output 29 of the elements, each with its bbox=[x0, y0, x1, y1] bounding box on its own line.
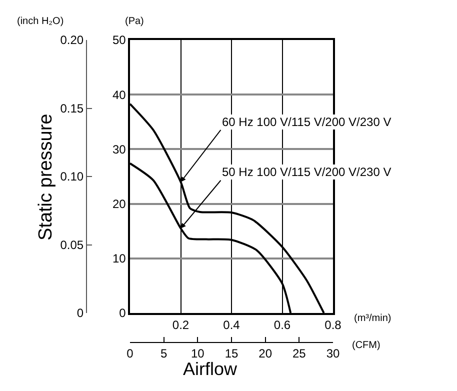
x-tick-label: 0.4 bbox=[223, 318, 240, 332]
y2-tick-label: 0.10 bbox=[60, 170, 84, 184]
x-tick-label: 0.2 bbox=[172, 318, 190, 332]
annotation: 50 Hz 100 V/115 V/200 V/230 V bbox=[222, 165, 392, 179]
y-tick-label: 30 bbox=[112, 142, 126, 156]
x-tick-label: 0.8 bbox=[324, 318, 342, 332]
x2-tick-label: 20 bbox=[258, 346, 272, 360]
x2-axis-title: (CFM) bbox=[352, 340, 380, 351]
x2-tick-label: 15 bbox=[224, 346, 238, 360]
y-tick-label: 10 bbox=[112, 252, 126, 266]
annotation: 60 Hz 100 V/115 V/200 V/230 V bbox=[222, 115, 392, 129]
y-tick-label: 50 bbox=[112, 33, 126, 48]
x2-tick-label: 5 bbox=[160, 346, 168, 360]
y2-tick-label: 0.15 bbox=[60, 101, 84, 116]
text: (m³/min) bbox=[354, 313, 392, 324]
x2-tick-label: 30 bbox=[326, 346, 340, 360]
y2-tick-label: 0.05 bbox=[60, 238, 84, 252]
x2-tick-label: 25 bbox=[292, 346, 306, 360]
y2-tick-label: 0 bbox=[76, 306, 84, 320]
y-tick-label: 40 bbox=[112, 88, 126, 102]
y-tick-label: 20 bbox=[112, 197, 126, 211]
x2-tick-label: 10 bbox=[190, 346, 205, 360]
y-tick-label: 0 bbox=[119, 306, 126, 320]
y2-tick-label: 0.20 bbox=[60, 33, 84, 48]
text: (inch H₂O) bbox=[17, 16, 64, 27]
x-tick-label: 0.6 bbox=[274, 318, 291, 332]
y-axis-title: (Pa) bbox=[125, 16, 144, 27]
x-axis-title: Airflow bbox=[183, 359, 238, 379]
y2-axis-title: Static pressure bbox=[36, 114, 56, 240]
